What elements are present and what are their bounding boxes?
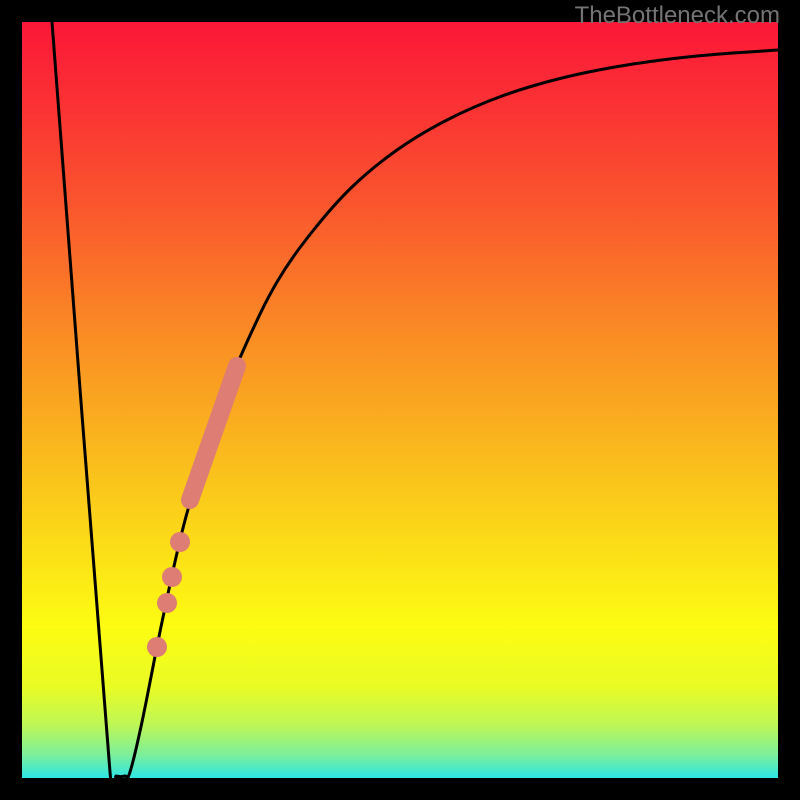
highlight-dot [162,567,182,587]
watermark-text: TheBottleneck.com [575,2,780,30]
highlight-segment [190,366,237,500]
highlight-dot [170,532,190,552]
highlight-dot [147,637,167,657]
chart-container: TheBottleneck.com [0,0,800,800]
curve-layer [22,22,778,778]
bottleneck-curve [52,22,778,778]
highlight-dot [157,593,177,613]
plot-area [22,22,778,778]
